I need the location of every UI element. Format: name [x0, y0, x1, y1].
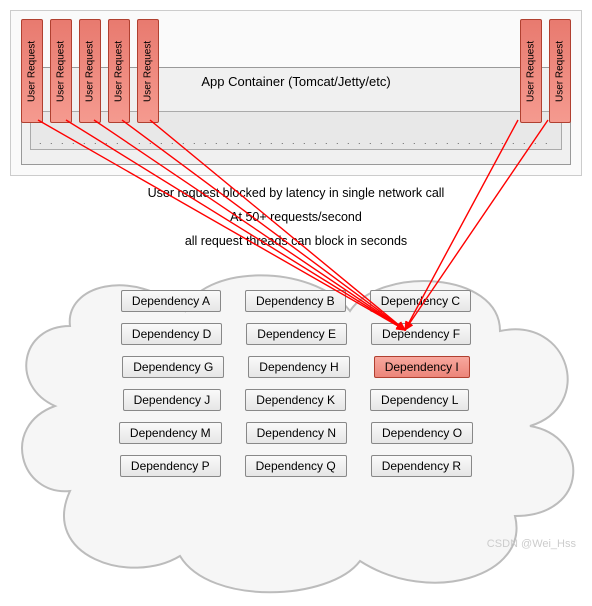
user-request: User Request — [549, 19, 571, 123]
dependency-box: Dependency O — [371, 422, 473, 444]
dependency-box: Dependency L — [370, 389, 469, 411]
user-request: User Request — [21, 19, 43, 123]
dependency-box-blocked: Dependency I — [374, 356, 470, 378]
user-request-row: User Request User Request User Request U… — [21, 19, 571, 123]
dependency-box: Dependency K — [245, 389, 346, 411]
watermark: CSDN @Wei_Hss — [487, 538, 576, 550]
dependency-box: Dependency N — [246, 422, 347, 444]
caption-line-3: all request threads can block in seconds — [10, 234, 582, 248]
app-container-frame: User Request User Request User Request U… — [10, 10, 582, 176]
dependency-box: Dependency C — [370, 290, 471, 312]
dependency-box: Dependency Q — [245, 455, 347, 477]
user-request: User Request — [79, 19, 101, 123]
dependency-box: Dependency M — [119, 422, 222, 444]
dependency-box: Dependency H — [248, 356, 349, 378]
dependency-box: Dependency R — [371, 455, 472, 477]
user-request: User Request — [50, 19, 72, 123]
user-request: User Request — [520, 19, 542, 123]
dependency-box: Dependency J — [123, 389, 222, 411]
dependency-box: Dependency A — [121, 290, 221, 312]
dependency-box: Dependency D — [121, 323, 222, 345]
user-request: User Request — [108, 19, 130, 123]
dependency-box: Dependency E — [246, 323, 347, 345]
user-request: User Request — [137, 19, 159, 123]
dependency-box: Dependency P — [120, 455, 221, 477]
dependency-box: Dependency B — [245, 290, 346, 312]
dependency-box: Dependency G — [122, 356, 224, 378]
dependency-box: Dependency F — [371, 323, 471, 345]
caption-line-1: User request blocked by latency in singl… — [10, 186, 582, 200]
caption-line-2: At 50+ requests/second — [10, 210, 582, 224]
